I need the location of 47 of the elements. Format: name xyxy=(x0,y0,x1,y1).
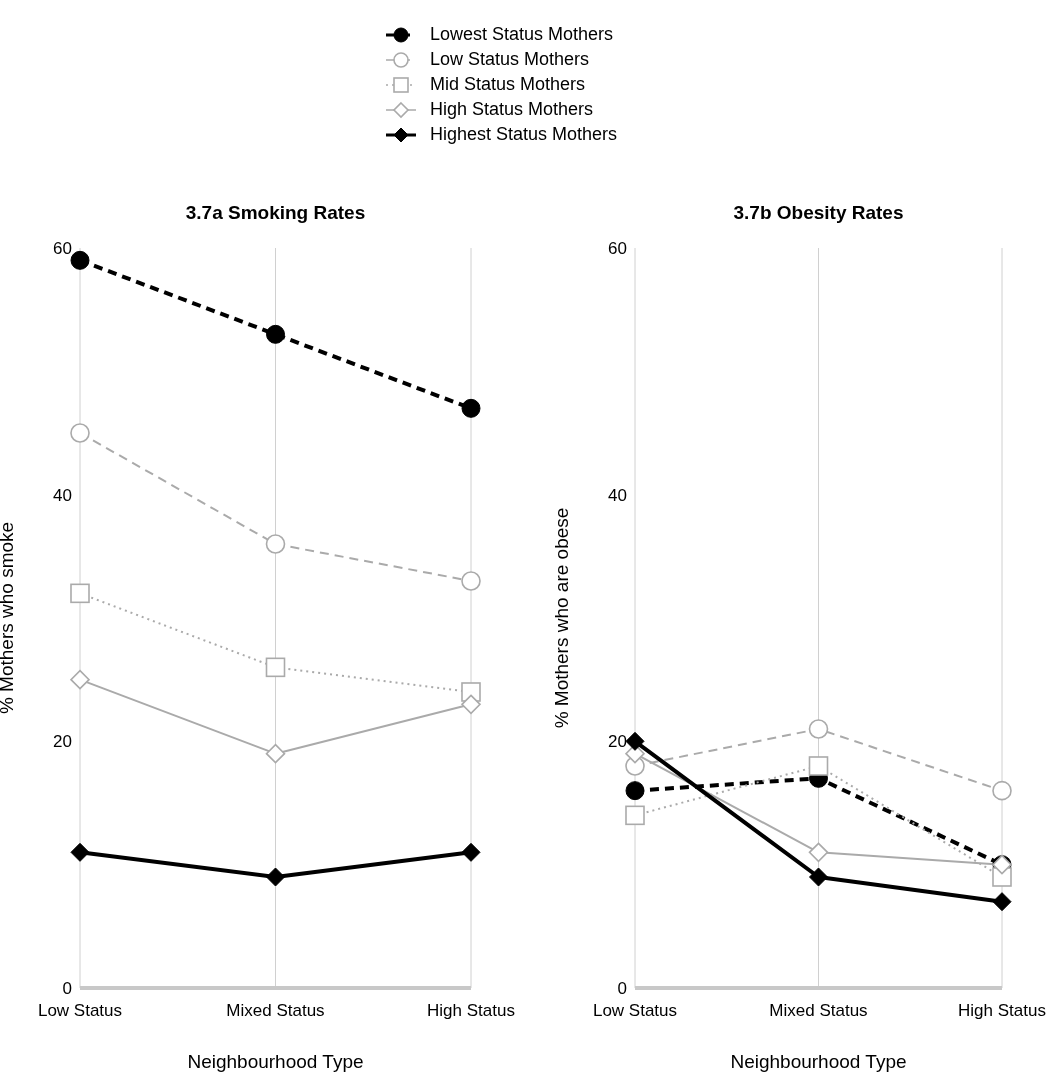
point xyxy=(70,669,90,690)
x-tick-label: Mixed Status xyxy=(769,1001,868,1021)
y-tick-label: 40 xyxy=(53,485,72,505)
legend-label: High Status Mothers xyxy=(430,99,594,120)
point xyxy=(992,892,1012,912)
point xyxy=(808,719,829,739)
point xyxy=(265,534,286,554)
legend-label: Mid Status Mothers xyxy=(430,74,586,95)
y-tick-label: 20 xyxy=(608,732,627,752)
point xyxy=(461,694,481,715)
point xyxy=(70,250,90,270)
point xyxy=(461,571,481,591)
x-axis-title: Neighbourhood Type xyxy=(730,1051,907,1072)
point xyxy=(461,842,481,862)
point xyxy=(809,867,828,887)
point xyxy=(625,805,645,826)
legend-label: Lowest Status Mothers xyxy=(430,24,614,45)
point xyxy=(625,731,645,751)
point xyxy=(992,780,1012,801)
x-tick-label: Mixed Status xyxy=(226,1001,325,1021)
x-tick-label: Low Status xyxy=(592,1001,678,1021)
point xyxy=(70,842,90,862)
legend-label: Highest Status Mothers xyxy=(430,124,618,145)
point xyxy=(265,743,286,764)
point xyxy=(266,867,285,887)
point xyxy=(808,756,829,776)
x-tick-label: High Status xyxy=(427,1001,515,1021)
point xyxy=(461,398,481,418)
y-tick-label: 40 xyxy=(608,485,627,505)
y-axis-title: % Mothers who are obese xyxy=(550,507,572,729)
point xyxy=(808,842,829,863)
point xyxy=(70,583,90,604)
point xyxy=(625,781,645,801)
legend-label: Low Status Mothers xyxy=(430,49,590,70)
point xyxy=(265,657,286,678)
y-tick-label: 20 xyxy=(53,732,72,752)
y-tick-label: 60 xyxy=(53,239,72,259)
y-tick-label: 0 xyxy=(617,979,627,999)
chart-title: 3.7a Smoking Rates xyxy=(184,202,367,224)
y-tick-label: 60 xyxy=(608,239,627,259)
point xyxy=(70,423,90,443)
chart-title: 3.7b Obesity Rates xyxy=(732,202,905,224)
point xyxy=(266,324,285,344)
x-tick-label: High Status xyxy=(958,1001,1046,1021)
x-axis-title: Neighbourhood Type xyxy=(187,1051,364,1072)
x-tick-label: Low Status xyxy=(37,1001,123,1021)
y-tick-label: 0 xyxy=(62,979,72,999)
